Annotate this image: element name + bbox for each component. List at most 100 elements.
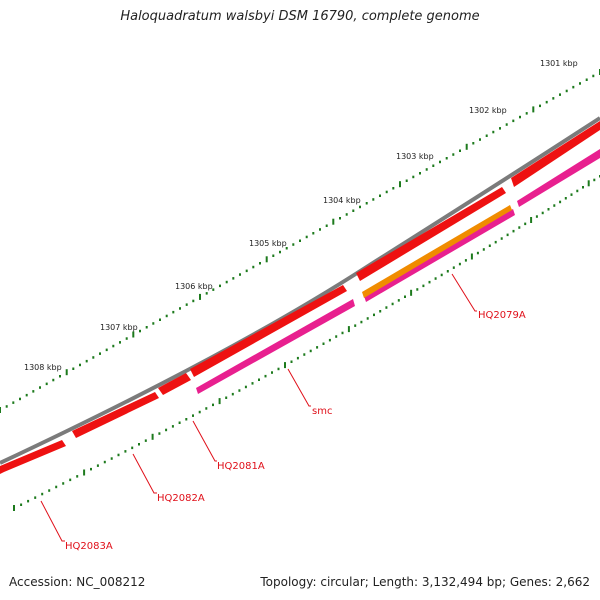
minor-tick (366, 317, 369, 320)
cds-feature[interactable] (517, 149, 600, 207)
leader-line (192, 420, 217, 462)
minor-tick (432, 164, 435, 167)
minor-tick (419, 172, 421, 175)
tick-label: 1305 kbp (249, 239, 287, 248)
minor-tick (72, 367, 75, 370)
minor-tick (428, 280, 431, 284)
minor-tick (238, 389, 241, 392)
minor-tick (39, 386, 41, 389)
minor-tick (565, 89, 568, 93)
gene-label[interactable]: HQ2083A (65, 541, 113, 552)
minor-tick (559, 200, 562, 204)
minor-tick (422, 284, 425, 288)
cds-feature[interactable] (196, 299, 355, 394)
minor-tick (252, 265, 255, 269)
minor-tick (494, 240, 497, 244)
cds-feature[interactable] (362, 205, 512, 298)
gene-label[interactable]: HQ2081A (217, 461, 265, 472)
minor-tick (62, 482, 65, 485)
major-tick (65, 369, 68, 376)
minor-tick (505, 123, 508, 126)
major-tick (347, 326, 350, 333)
minor-tick (309, 349, 312, 353)
minor-tick (512, 229, 515, 233)
cds-feature[interactable] (190, 285, 347, 377)
minor-tick (416, 288, 419, 291)
minor-tick (572, 85, 575, 89)
tick-label: 1303 kbp (396, 152, 434, 161)
major-tick (587, 180, 590, 187)
minor-tick (452, 266, 455, 269)
major-tick (0, 407, 1, 413)
minor-tick (512, 119, 515, 123)
gene-labels: HQ2079A smc HQ2081A HQ2082A HQ2083A (65, 310, 526, 552)
minor-tick (119, 341, 121, 344)
cds-feature[interactable] (364, 209, 515, 302)
minor-tick (212, 288, 215, 291)
tick-label: 1307 kbp (100, 323, 138, 332)
minor-tick (446, 270, 449, 273)
major-tick (218, 398, 221, 405)
cds-feature[interactable] (158, 373, 191, 395)
cds-feature[interactable] (72, 392, 159, 438)
minor-tick (264, 374, 267, 378)
minor-tick (232, 277, 235, 280)
minor-tick (500, 237, 503, 240)
minor-tick (225, 280, 228, 284)
minor-tick (518, 226, 521, 229)
cds-feature[interactable] (511, 121, 600, 187)
minor-tick (117, 453, 120, 457)
minor-tick (593, 178, 596, 182)
minor-tick (25, 393, 28, 397)
minor-tick (541, 211, 544, 215)
minor-tick (345, 213, 348, 216)
minor-tick (459, 149, 461, 152)
minor-tick (159, 318, 161, 321)
major-tick (465, 143, 468, 150)
leader-line (40, 500, 65, 542)
minor-tick (124, 450, 127, 453)
tick-label: 1306 kbp (175, 282, 213, 291)
tick-labels: 1301 kbp 1302 kbp 1303 kbp 1304 kbp 1305… (24, 59, 578, 372)
minor-tick (352, 209, 355, 212)
minor-tick (452, 153, 455, 156)
minor-tick (582, 186, 584, 189)
major-tick (83, 469, 86, 476)
minor-tick (12, 401, 15, 404)
minor-tick (359, 205, 361, 209)
minor-tick (360, 320, 363, 324)
minor-tick (5, 405, 8, 408)
cds-feature[interactable] (356, 187, 506, 281)
minor-tick (69, 478, 72, 482)
minor-tick (271, 371, 273, 374)
gene-label[interactable]: HQ2079A (478, 310, 526, 321)
minor-tick (152, 322, 155, 325)
minor-tick (319, 228, 321, 231)
minor-tick (192, 299, 195, 303)
minor-tick (328, 338, 331, 342)
minor-tick (290, 360, 293, 363)
minor-tick (499, 127, 501, 130)
minor-tick (205, 292, 208, 295)
minor-tick (55, 485, 58, 489)
cds-feature[interactable] (0, 440, 66, 474)
minor-tick (292, 243, 295, 246)
minor-tick (59, 375, 61, 378)
minor-tick (110, 457, 113, 460)
minor-tick (92, 356, 95, 359)
minor-tick (339, 217, 341, 220)
gene-label[interactable]: HQ2082A (157, 493, 205, 504)
minor-tick (585, 78, 588, 81)
minor-tick (385, 190, 388, 194)
minor-tick (316, 346, 319, 349)
gene-label[interactable]: smc (312, 406, 332, 417)
minor-tick (179, 307, 181, 310)
minor-tick (19, 397, 21, 401)
cds-track-other (362, 205, 512, 298)
minor-tick (303, 353, 306, 356)
minor-tick (524, 222, 527, 226)
minor-tick (506, 233, 509, 237)
minor-tick (172, 310, 175, 314)
genome-summary: Topology: circular; Length: 3,132,494 bp… (260, 575, 590, 589)
